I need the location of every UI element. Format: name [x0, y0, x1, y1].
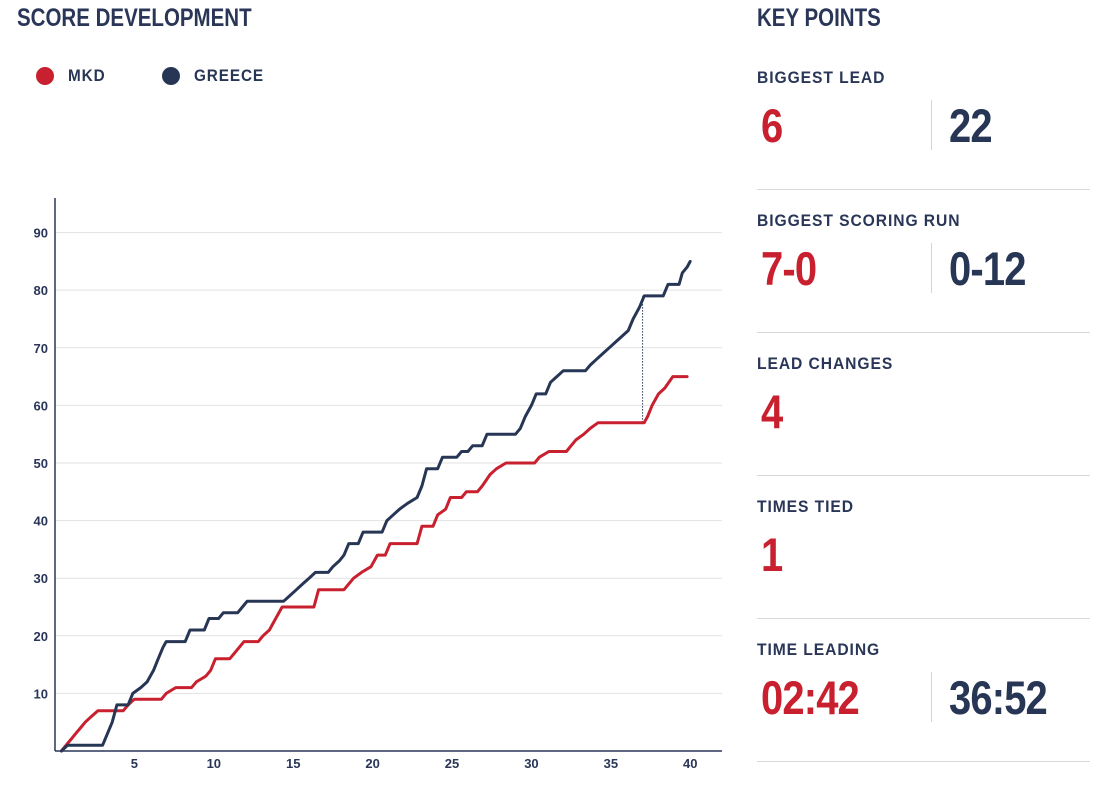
kp-lead-changes-label: LEAD CHANGES: [757, 354, 894, 373]
score-chart: 10 20 30 40 50 60 70 80 90 5 10 15 20 25 30 35 40: [34, 198, 722, 771]
key-points-title: KEY POINTS: [757, 4, 881, 32]
kp-time-leading-home: 02:42: [761, 671, 860, 724]
kp-lead-changes-value: 4: [761, 385, 783, 438]
kp-time-leading: TIME LEADING 02:42 36:52: [757, 640, 1090, 730]
chart-legend: MKD GREECE: [36, 66, 324, 86]
y-tick-label: 80: [34, 283, 48, 298]
kp-separator: [757, 618, 1090, 619]
y-tick-label: 50: [34, 456, 48, 471]
kp-biggest-run: BIGGEST SCORING RUN 7-0 0-12: [757, 211, 1090, 301]
kp-biggest-run-label: BIGGEST SCORING RUN: [757, 211, 961, 230]
y-tick-label: 10: [34, 686, 48, 701]
kp-time-leading-label: TIME LEADING: [757, 640, 881, 659]
y-tick-label: 90: [34, 226, 48, 241]
home-dot-icon: [36, 67, 54, 85]
y-tick-label: 70: [34, 341, 48, 356]
x-tick-label: 25: [445, 756, 459, 771]
kp-lead-changes: LEAD CHANGES 4: [757, 354, 1090, 444]
kp-biggest-run-home: 7-0: [761, 242, 817, 295]
y-tick-label: 40: [34, 514, 48, 529]
series-line-greece: [59, 259, 692, 753]
score-development-title: SCORE DEVELOPMENT: [17, 4, 252, 32]
x-tick-label: 10: [207, 756, 221, 771]
kp-separator: [757, 475, 1090, 476]
series-line-mkd: [59, 375, 689, 753]
kp-separator: [757, 189, 1090, 190]
x-tick-label: 40: [683, 756, 697, 771]
x-tick-label: 35: [604, 756, 618, 771]
kp-times-tied-label: TIMES TIED: [757, 497, 854, 516]
kp-times-tied-value: 1: [761, 528, 783, 581]
x-tick-label: 15: [286, 756, 300, 771]
x-tick-label: 20: [365, 756, 379, 771]
kp-biggest-lead-label: BIGGEST LEAD: [757, 68, 886, 87]
y-tick-label: 20: [34, 629, 48, 644]
kp-times-tied: TIMES TIED 1: [757, 497, 1090, 587]
y-tick-label: 30: [34, 571, 48, 586]
kp-separator: [757, 761, 1090, 762]
x-tick-label: 30: [524, 756, 538, 771]
legend-item-home: MKD: [36, 66, 110, 86]
kp-divider: [931, 100, 932, 150]
kp-time-leading-away: 36:52: [949, 671, 1048, 724]
kp-divider: [931, 243, 932, 293]
kp-biggest-run-away: 0-12: [949, 242, 1026, 295]
legend-item-away: GREECE: [161, 66, 272, 86]
kp-separator: [757, 332, 1090, 333]
legend-label-away: GREECE: [193, 66, 264, 85]
legend-label-home: MKD: [68, 66, 106, 85]
kp-biggest-lead-away: 22: [949, 99, 993, 152]
kp-divider: [931, 672, 932, 722]
x-tick-label: 5: [131, 756, 138, 771]
y-tick-label: 60: [34, 398, 48, 413]
away-dot-icon: [161, 67, 180, 85]
kp-biggest-lead-home: 6: [761, 99, 783, 152]
kp-biggest-lead: BIGGEST LEAD 6 22: [757, 68, 1090, 158]
